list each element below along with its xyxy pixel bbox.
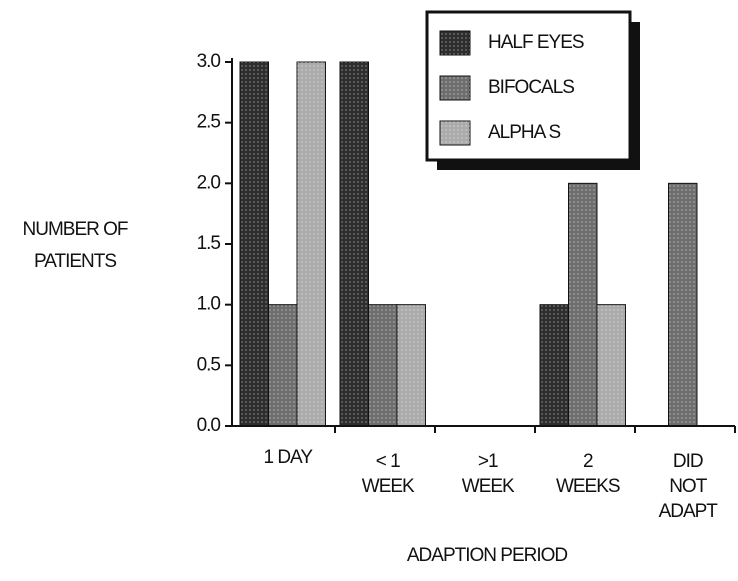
x-tick-label: >1 WEEK xyxy=(462,451,515,497)
legend-swatch-texture xyxy=(440,76,470,100)
legend-swatch-texture xyxy=(440,121,470,145)
bar-texture xyxy=(268,304,297,426)
x-tick-label: 1 DAY xyxy=(263,447,313,468)
bar-texture xyxy=(368,304,397,426)
legend-swatch-texture xyxy=(440,31,470,55)
y-tick-label: 1.0 xyxy=(197,294,221,315)
y-tick-label: 2.0 xyxy=(197,172,221,193)
y-tick-label: 0.0 xyxy=(197,415,221,436)
bar-texture xyxy=(668,183,697,426)
bar-texture xyxy=(597,304,626,426)
y-tick-label: 2.5 xyxy=(197,112,221,133)
legend-label: ALPHA S xyxy=(488,122,561,143)
bar-texture xyxy=(240,62,269,426)
y-tick-label: 0.5 xyxy=(197,354,221,375)
bar-texture xyxy=(568,183,597,426)
x-tick-label: 2 WEEKS xyxy=(556,451,620,497)
bar-texture xyxy=(540,304,569,426)
y-tick-label: 1.5 xyxy=(197,233,221,254)
legend-label: HALF EYES xyxy=(488,32,584,53)
y-axis-label: NUMBER OF PATIENTS xyxy=(23,219,128,272)
x-axis-label: ADAPTION PERIOD xyxy=(407,545,568,566)
bar-texture xyxy=(297,62,326,426)
x-tick-label: < 1 WEEK xyxy=(362,451,415,497)
x-tick-label: DID NOT ADAPT xyxy=(659,451,719,522)
bar-texture xyxy=(340,62,369,426)
y-tick-label: 3.0 xyxy=(197,51,221,72)
bar-texture xyxy=(397,304,426,426)
legend-label: BIFOCALS xyxy=(488,77,574,98)
